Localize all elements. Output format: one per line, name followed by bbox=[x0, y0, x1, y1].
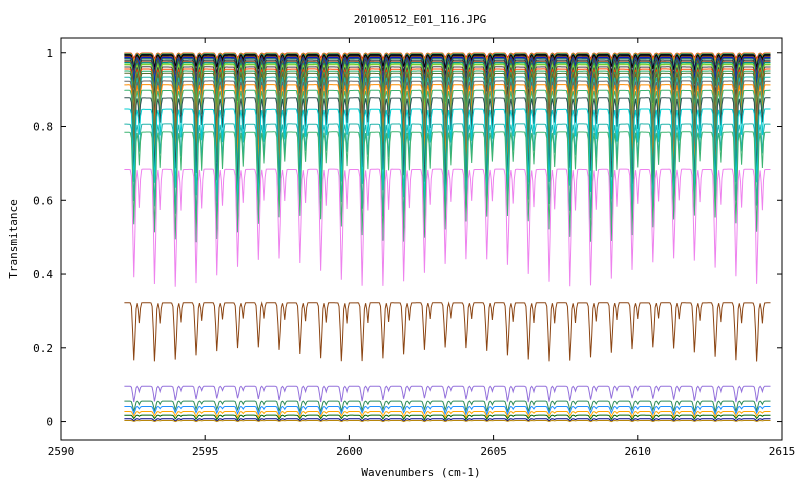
plot-frame bbox=[60, 37, 783, 441]
x-tick-label: 2605 bbox=[480, 445, 507, 458]
series-line bbox=[124, 89, 771, 179]
chart-title: 20100512_E01_116.JPG bbox=[354, 13, 486, 26]
series-line bbox=[124, 54, 771, 76]
series-line bbox=[124, 72, 771, 153]
series-line bbox=[124, 108, 771, 205]
x-tick-label: 2590 bbox=[48, 445, 75, 458]
series-line bbox=[124, 97, 771, 190]
x-axis-label: Wavenumbers (cm-1) bbox=[361, 466, 480, 479]
x-tick-label: 2615 bbox=[769, 445, 796, 458]
y-tick-label: 0.8 bbox=[33, 121, 53, 134]
y-tick-label: 0.4 bbox=[33, 268, 53, 281]
series-layer bbox=[124, 52, 771, 423]
series-line bbox=[124, 385, 771, 403]
y-axis: 0 0.2 0.4 0.6 0.8 1 bbox=[33, 47, 782, 429]
series-line bbox=[124, 76, 771, 160]
y-tick-label: 1 bbox=[46, 47, 53, 60]
series-line bbox=[124, 419, 771, 423]
x-tick-label: 2595 bbox=[192, 445, 219, 458]
series-line bbox=[124, 131, 771, 243]
y-tick-label: 0.2 bbox=[33, 342, 53, 355]
x-tick-label: 2600 bbox=[336, 445, 363, 458]
series-line bbox=[124, 60, 771, 111]
series-line bbox=[124, 411, 771, 419]
series-line bbox=[124, 301, 771, 362]
y-tick-label: 0 bbox=[46, 416, 53, 429]
series-line bbox=[124, 418, 771, 423]
series-line bbox=[124, 123, 771, 224]
series-line bbox=[124, 405, 771, 417]
series-line bbox=[124, 53, 771, 71]
series-line bbox=[124, 400, 771, 413]
y-axis-label: Transmitance bbox=[7, 199, 20, 278]
series-line bbox=[124, 63, 771, 122]
y-tick-label: 0.6 bbox=[33, 194, 53, 207]
series-line bbox=[124, 414, 771, 421]
series-line bbox=[124, 84, 771, 171]
series-line bbox=[124, 80, 771, 168]
series-line bbox=[124, 58, 771, 99]
x-tick-label: 2610 bbox=[625, 445, 652, 458]
x-axis: 2590 2595 2600 2605 2610 2615 bbox=[48, 38, 796, 458]
series-line bbox=[124, 57, 771, 92]
series-line bbox=[124, 168, 771, 287]
